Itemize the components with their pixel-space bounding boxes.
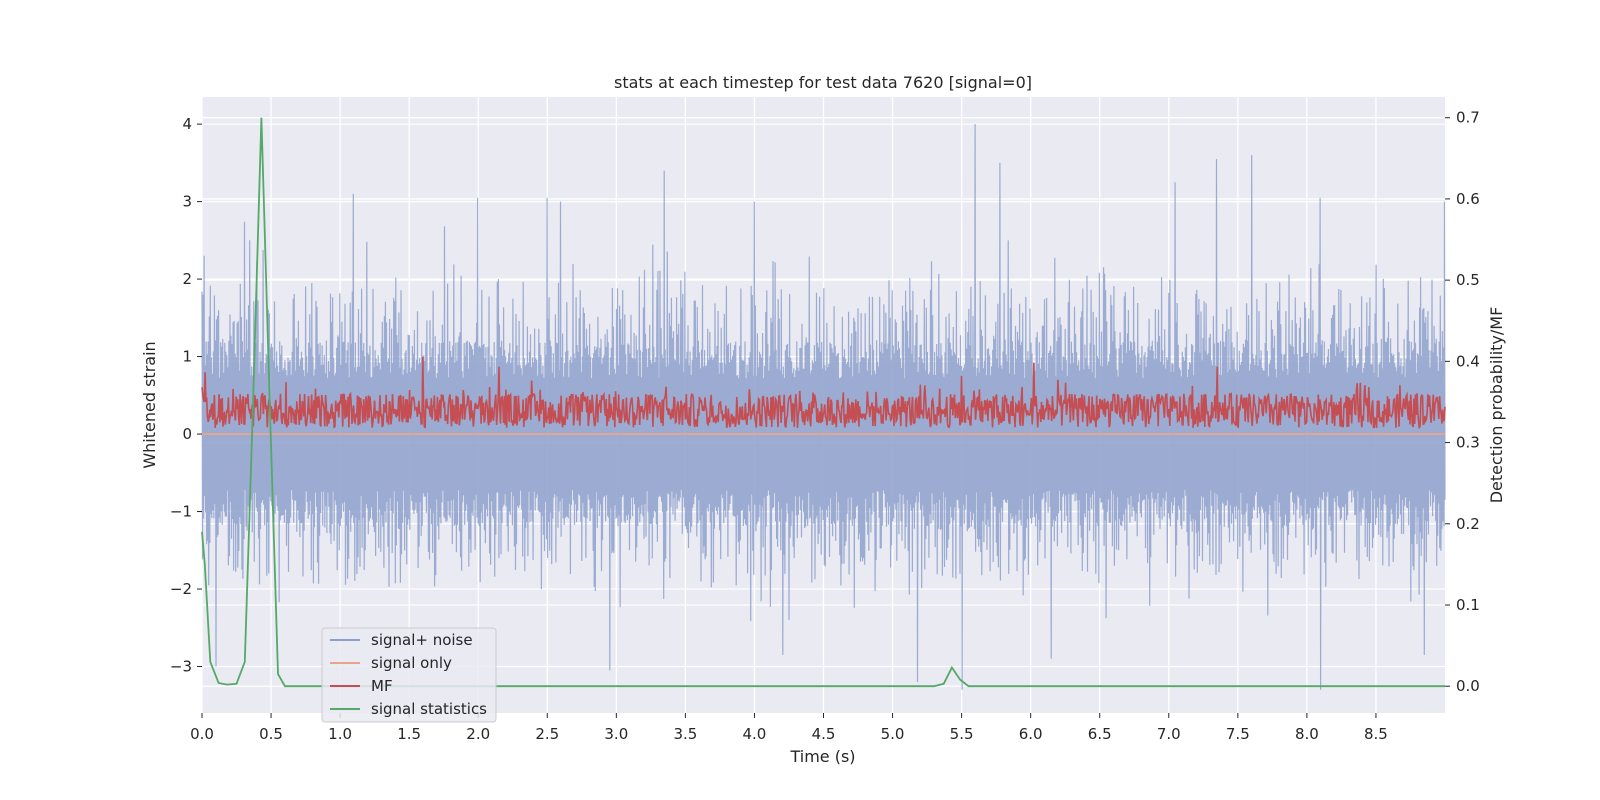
legend: signal+ noise signal only MF signal stat…: [321, 627, 497, 723]
x-tick-label: 1.5: [397, 725, 421, 743]
y-right-tick-label: 0.3: [1456, 434, 1480, 452]
x-tick-label: 6.5: [1088, 725, 1112, 743]
x-tick-label: 5.5: [950, 725, 974, 743]
y-tick-label: 0: [182, 425, 192, 443]
x-tick-label: 4.5: [812, 725, 836, 743]
y-right-tick-label: 0.6: [1456, 190, 1480, 208]
y-right-tick-label: 0.7: [1456, 109, 1480, 127]
y-right-tick-label: 0.0: [1456, 677, 1480, 695]
chart-title: stats at each timestep for test data 762…: [614, 73, 1032, 92]
y-axis-label: Whitened strain: [140, 341, 159, 468]
x-axis-label: Time (s): [789, 747, 855, 766]
y-tick-label: 1: [182, 348, 192, 366]
x-tick-label: 5.0: [881, 725, 905, 743]
x-tick-label: 6.0: [1019, 725, 1043, 743]
x-tick-label: 1.0: [328, 725, 352, 743]
x-tick-label: 8.5: [1364, 725, 1388, 743]
y-right-tick-label: 0.1: [1456, 596, 1480, 614]
legend-label-signal-noise: signal+ noise: [371, 631, 473, 649]
legend-label-mf: MF: [371, 677, 393, 695]
x-tick-label: 8.0: [1295, 725, 1319, 743]
x-tick-label: 3.5: [673, 725, 697, 743]
x-tick-label: 3.0: [604, 725, 628, 743]
y-right-tick-label: 0.4: [1456, 352, 1480, 370]
y-right-tick-label: 0.5: [1456, 271, 1480, 289]
y-axis-label-right: Detection probability/MF: [1487, 307, 1506, 504]
y-tick-label: −2: [170, 580, 192, 598]
series-mf-line: [201, 356, 1446, 430]
x-tick-label: 7.0: [1157, 725, 1181, 743]
legend-label-signal-statistics: signal statistics: [371, 700, 487, 718]
x-tick-label: 2.0: [466, 725, 490, 743]
axes: 0.0 0.5 1.0 1.5 2.0 2.5 3.0 3.5 4.0 4.5 5.0 5.5 6.0 6…: [170, 109, 1480, 743]
y-tick-label: −1: [170, 503, 192, 521]
y-tick-label: 4: [182, 115, 192, 133]
x-tick-label: 7.5: [1226, 725, 1250, 743]
y-tick-label: 2: [182, 270, 192, 288]
legend-label-signal-only: signal only: [371, 654, 452, 672]
x-tick-label: 4.0: [743, 725, 767, 743]
y-tick-label: −3: [170, 658, 192, 676]
x-tick-label: 2.5: [535, 725, 559, 743]
x-tick-label: 0.5: [259, 725, 283, 743]
y-tick-label: 3: [182, 193, 192, 211]
y-right-tick-label: 0.2: [1456, 515, 1480, 533]
x-tick-label: 0.0: [190, 725, 214, 743]
legend-box: [321, 627, 497, 723]
series-signal-noise-line: [201, 124, 1446, 690]
